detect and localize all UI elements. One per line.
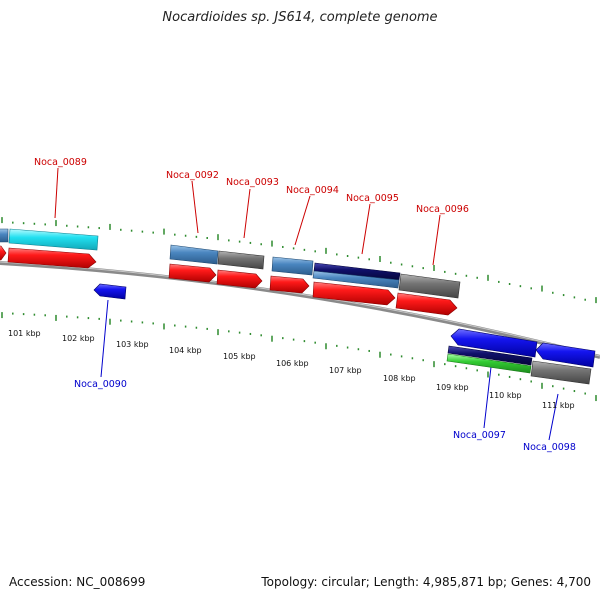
scale-labels: 101 kbp 102 kbp 103 kbp 104 kbp 105 kbp …: [8, 329, 575, 410]
inner-tick-ring: [1, 312, 597, 402]
forward-leader-lines: [54, 167, 441, 266]
scale-label-105: 105 kbp: [223, 352, 256, 361]
scale-label-101: 101 kbp: [8, 329, 41, 338]
cds-arrow-noca-0093[interactable]: [216, 269, 263, 289]
cds-arrow-noca-0089[interactable]: [7, 247, 97, 269]
forward-cds-track: [0, 245, 458, 316]
feature-steelblue-left-edge[interactable]: [0, 228, 9, 243]
leader-line-noca-0098: [548, 393, 559, 441]
feature-steelblue-noca-0092[interactable]: [169, 244, 219, 265]
leader-line-noca-0096: [432, 214, 441, 266]
scale-label-107: 107 kbp: [329, 366, 362, 375]
gene-label-noca-0098[interactable]: Noca_0098: [523, 442, 576, 453]
cds-arrow-noca-0098-upper[interactable]: [535, 342, 596, 368]
feature-cyan-noca-0089[interactable]: [8, 228, 99, 251]
leader-line-noca-0092: [191, 180, 199, 234]
genome-summary-text: Topology: circular; Length: 4,985,871 bp…: [261, 575, 591, 589]
gene-label-noca-0090[interactable]: Noca_0090: [74, 379, 127, 390]
outer-tick-ring: [1, 217, 597, 304]
genome-backbone: [0, 261, 600, 359]
map-title: Nocardioides sp. JS614, complete genome: [162, 10, 438, 25]
reverse-cds-track: [93, 283, 596, 385]
leader-line-noca-0095: [361, 203, 371, 255]
cds-arrow-left-edge[interactable]: [0, 245, 7, 261]
scale-label-110: 110 kbp: [489, 391, 522, 400]
cds-arrow-noca-0096[interactable]: [395, 292, 458, 316]
gene-label-noca-0093[interactable]: Noca_0093: [226, 177, 279, 188]
feature-steelblue-noca-0095[interactable]: [312, 270, 400, 289]
feature-steelblue-noca-0094[interactable]: [271, 256, 314, 276]
leader-line-noca-0094: [294, 195, 311, 246]
scale-label-103: 103 kbp: [116, 340, 149, 349]
scale-label-106: 106 kbp: [276, 359, 309, 368]
cds-arrow-noca-0092[interactable]: [168, 263, 217, 283]
scale-label-104: 104 kbp: [169, 346, 202, 355]
leader-line-noca-0093: [243, 188, 251, 239]
gene-label-noca-0092[interactable]: Noca_0092: [166, 170, 219, 181]
gene-label-noca-0095[interactable]: Noca_0095: [346, 193, 399, 204]
cds-arrow-noca-0090[interactable]: [93, 283, 127, 300]
accession-text: Accession: NC_008699: [9, 575, 146, 589]
scale-label-102: 102 kbp: [62, 334, 95, 343]
reverse-leader-lines: [100, 299, 559, 441]
gene-label-noca-0089[interactable]: Noca_0089: [34, 157, 87, 168]
gene-label-noca-0096[interactable]: Noca_0096: [416, 204, 469, 215]
upper-feature-track: [0, 228, 461, 299]
leader-line-noca-0097: [483, 366, 492, 429]
gene-label-noca-0094[interactable]: Noca_0094: [286, 185, 339, 196]
feature-gray-noca-0096[interactable]: [398, 273, 461, 299]
cds-arrow-noca-0094[interactable]: [269, 275, 310, 294]
feature-gray-noca-0093[interactable]: [217, 250, 265, 270]
gene-label-noca-0097[interactable]: Noca_0097: [453, 430, 506, 441]
scale-label-108: 108 kbp: [383, 374, 416, 383]
feature-green-noca-0097[interactable]: [446, 353, 532, 374]
cds-arrow-noca-0095[interactable]: [312, 281, 396, 306]
feature-gray-noca-0098[interactable]: [530, 360, 592, 385]
scale-label-111: 111 kbp: [542, 401, 575, 410]
leader-line-noca-0089: [54, 167, 59, 219]
feature-navy-noca-0097[interactable]: [447, 345, 533, 366]
cds-arrow-noca-0097-upper[interactable]: [450, 328, 538, 358]
leader-line-noca-0090: [100, 299, 109, 378]
scale-label-109: 109 kbp: [436, 383, 469, 392]
gene-labels: Noca_0089 Noca_0092 Noca_0093 Noca_0094 …: [34, 157, 576, 453]
